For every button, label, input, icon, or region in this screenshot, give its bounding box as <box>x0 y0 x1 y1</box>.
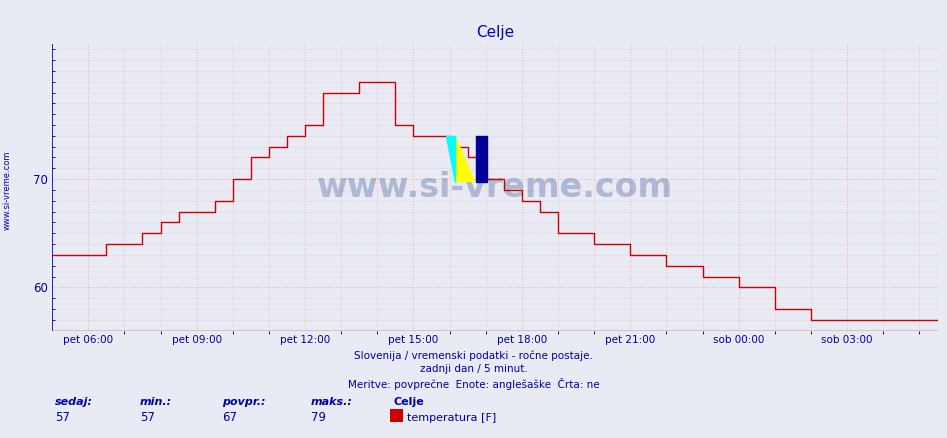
Text: 67: 67 <box>223 411 238 424</box>
Text: povpr.:: povpr.: <box>223 397 266 407</box>
Text: 79: 79 <box>311 411 326 424</box>
Text: temperatura [F]: temperatura [F] <box>407 413 496 424</box>
Polygon shape <box>455 136 474 181</box>
Text: min.:: min.: <box>140 397 172 407</box>
Bar <box>476 136 487 181</box>
Text: 57: 57 <box>140 411 155 424</box>
Text: Slovenija / vremenski podatki - ročne postaje.: Slovenija / vremenski podatki - ročne po… <box>354 350 593 361</box>
Text: www.si-vreme.com: www.si-vreme.com <box>3 151 12 230</box>
Title: Celje: Celje <box>475 25 514 40</box>
Text: maks.:: maks.: <box>311 397 352 407</box>
Text: 57: 57 <box>55 411 70 424</box>
Text: www.si-vreme.com: www.si-vreme.com <box>316 171 673 204</box>
Text: Celje: Celje <box>393 397 423 407</box>
Polygon shape <box>446 136 455 181</box>
Text: zadnji dan / 5 minut.: zadnji dan / 5 minut. <box>420 364 527 374</box>
Text: Meritve: povprečne  Enote: anglešaške  Črta: ne: Meritve: povprečne Enote: anglešaške Črt… <box>348 378 599 390</box>
Text: sedaj:: sedaj: <box>55 397 93 407</box>
